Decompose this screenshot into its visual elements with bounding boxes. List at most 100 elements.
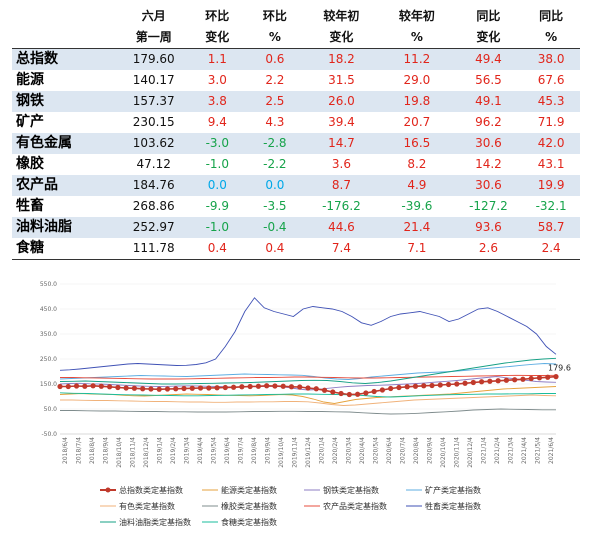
header-cell: 较年初 <box>323 9 360 23</box>
data-point <box>148 386 154 392</box>
legend-label: 农产品类定基指数 <box>323 501 387 511</box>
data-point <box>247 383 253 390</box>
row-label: 总指数 <box>16 51 58 67</box>
x-tick-label: 2019/5/4 <box>211 437 218 464</box>
data-point <box>487 378 493 384</box>
table-cell: -176.2 <box>322 199 361 213</box>
data-point <box>396 384 402 391</box>
x-tick-label: 2018/8/4 <box>89 437 96 464</box>
data-point <box>313 386 319 392</box>
x-tick-label: 2019/7/4 <box>238 437 245 464</box>
legend-label: 总指数类定基指数 <box>119 485 183 495</box>
table-cell: 30.6 <box>475 136 502 150</box>
table-cell: -127.2 <box>469 199 508 213</box>
table-cell: 38.0 <box>537 52 565 66</box>
table-cell: 47.12 <box>136 157 171 171</box>
data-point <box>82 383 88 389</box>
table-row: 总指数 179.60 1.1 0.6 18.2 11.2 49.4 38.0 <box>12 48 580 70</box>
x-tick-label: 2018/12/4 <box>143 437 150 468</box>
table-cell: -1.0 <box>205 157 230 171</box>
x-tick-label: 2019/11/4 <box>292 437 299 468</box>
table-cell: 9.4 <box>207 115 227 129</box>
table-cell: 30.6 <box>475 178 502 192</box>
table-cell: 26.0 <box>328 94 355 108</box>
table-cell: -2.2 <box>263 157 287 171</box>
data-point <box>429 382 435 389</box>
series-line <box>59 357 557 385</box>
y-tick-label: 150.0 <box>40 381 57 388</box>
row-label: 农产品 <box>16 177 58 193</box>
table-cell: 14.7 <box>328 136 355 150</box>
table-cell: -0.4 <box>263 220 287 234</box>
table-cell: 45.3 <box>537 94 565 108</box>
y-tick-label: 450.0 <box>40 306 57 313</box>
data-point <box>445 381 452 388</box>
x-tick-label: 2019/12/4 <box>305 437 312 468</box>
data-point <box>421 383 427 389</box>
data-point <box>272 383 278 389</box>
data-point <box>388 385 394 392</box>
data-point <box>239 384 245 390</box>
x-tick-label: 2020/1/4 <box>319 437 326 464</box>
table-cell: 103.62 <box>132 136 175 150</box>
table-cell: 184.76 <box>132 178 175 192</box>
table-cell: 19.9 <box>537 178 565 192</box>
series-line <box>60 394 557 406</box>
row-label: 有色金属 <box>16 135 72 151</box>
x-tick-label: 2019/9/4 <box>265 437 272 464</box>
x-tick-label: 2019/10/4 <box>278 437 285 468</box>
header-cell: 第一周 <box>118 27 189 49</box>
x-tick-label: 2021/4/4 <box>521 437 528 464</box>
header-cell: % <box>246 27 304 49</box>
table-body: 总指数 179.60 1.1 0.6 18.2 11.2 49.4 38.0 能源 140.17 3… <box>12 48 580 260</box>
table-cell: 140.17 <box>132 73 175 87</box>
y-tick-label: 550.0 <box>40 281 57 288</box>
data-point <box>470 379 476 386</box>
table-cell: -39.6 <box>401 199 433 213</box>
x-tick-label: 2020/7/4 <box>400 437 407 464</box>
row-label: 橡胶 <box>16 156 44 172</box>
row-label: 牲畜 <box>16 198 44 214</box>
data-point <box>123 385 129 391</box>
data-point <box>73 383 80 389</box>
data-point <box>115 384 121 391</box>
data-point <box>363 390 369 396</box>
data-point <box>98 383 104 389</box>
data-point <box>528 375 534 382</box>
data-point <box>479 379 485 385</box>
header-cell: 变化 <box>454 27 523 49</box>
table-cell: -9.9 <box>205 199 230 213</box>
header-cell: % <box>522 27 580 49</box>
table-cell: 3.6 <box>331 157 351 171</box>
x-tick-label: 2018/11/4 <box>130 437 137 468</box>
table-cell: 71.9 <box>537 115 565 129</box>
table-cell: 1.1 <box>207 52 227 66</box>
table-cell: 157.37 <box>132 94 175 108</box>
data-point <box>214 385 220 391</box>
legend-marker <box>105 487 111 493</box>
data-point <box>189 385 195 391</box>
table-cell: -32.1 <box>535 199 567 213</box>
header-cell: 同比 <box>476 9 501 23</box>
table-cell: 0.0 <box>265 178 285 192</box>
x-tick-label: 2021/3/4 <box>508 437 515 464</box>
header-cell: 环比 <box>262 9 287 23</box>
data-point <box>454 381 460 387</box>
table-cell: 29.0 <box>403 73 431 87</box>
series-line <box>59 297 557 371</box>
x-tick-label: 2019/4/4 <box>197 437 204 464</box>
table-cell: 252.97 <box>132 220 175 234</box>
x-tick-label: 2019/3/4 <box>184 437 191 464</box>
legend-label: 矿产类定基指数 <box>425 485 481 495</box>
x-tick-label: 2019/6/4 <box>224 437 231 464</box>
table-cell: 2.6 <box>478 241 498 255</box>
table-cell: 0.4 <box>207 241 227 255</box>
table-row: 食糖 111.78 0.4 0.4 7.4 7.1 2.6 2.4 <box>12 238 580 260</box>
header-cell: 环比 <box>205 9 230 23</box>
table-cell: -1.0 <box>205 220 230 234</box>
data-point <box>255 383 261 389</box>
x-tick-label: 2019/2/4 <box>170 437 177 464</box>
table-cell: 2.5 <box>265 94 285 108</box>
data-point <box>330 389 336 395</box>
header-cell: 变化 <box>188 27 247 49</box>
